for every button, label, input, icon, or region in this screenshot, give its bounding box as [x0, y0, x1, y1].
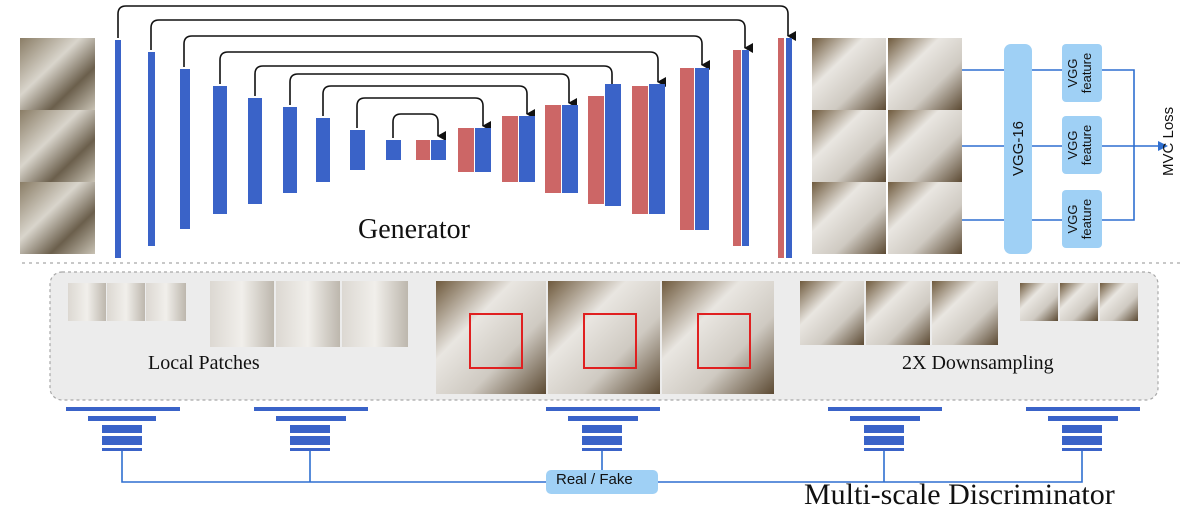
output-image	[888, 182, 962, 254]
skip-arrow	[183, 35, 710, 70]
skip-feature	[733, 50, 741, 246]
patch-image	[210, 281, 274, 347]
input-image	[20, 38, 95, 110]
downsampled-image	[1020, 283, 1058, 321]
skip-feature	[680, 68, 694, 230]
downsampled-image	[866, 281, 930, 345]
skip-arrow	[254, 65, 620, 99]
decoder-layer	[649, 84, 665, 214]
downsampled-image	[932, 281, 998, 345]
full-resolution-images	[436, 281, 774, 394]
downsampled-image	[1060, 283, 1098, 321]
output-image	[812, 38, 886, 110]
skip-feature	[502, 116, 518, 182]
skip-feature	[458, 128, 474, 172]
vgg-feature-box	[1062, 190, 1102, 248]
patch-image	[68, 283, 106, 321]
skip-arrow	[150, 19, 753, 53]
encoder-layer	[148, 52, 155, 246]
generator-label: Generator	[358, 214, 470, 245]
discriminator	[1026, 407, 1140, 451]
input-image	[20, 182, 95, 254]
patch-image	[146, 283, 186, 321]
encoder-layer	[180, 69, 190, 229]
decoder-layer	[695, 68, 709, 230]
patch-crop-box	[697, 313, 751, 369]
skip-arrow	[356, 97, 491, 131]
patch-crop-box	[469, 313, 523, 369]
full-image	[662, 281, 774, 394]
output-image	[888, 110, 962, 182]
downsampled-image	[1100, 283, 1138, 321]
vgg-feature-box	[1062, 44, 1102, 102]
skip-feature	[588, 96, 604, 204]
encoder-layer	[316, 118, 330, 182]
output-images	[812, 38, 962, 254]
decoder-layer	[562, 105, 578, 193]
patch-image	[276, 281, 340, 347]
output-image	[812, 182, 886, 254]
vgg-feature-label: VGG feature	[1065, 198, 1094, 240]
decoder-layer	[786, 38, 792, 258]
vgg-connections	[962, 69, 1168, 221]
skip-arrow	[392, 113, 446, 141]
input-image	[20, 110, 95, 182]
multi-scale-discriminator-label: Multi-scale Discriminator	[804, 478, 1115, 511]
vgg16-block	[1004, 44, 1032, 254]
encoder-layer	[248, 98, 262, 204]
vgg-feature-label: VGG feature	[1065, 124, 1094, 166]
discriminator	[66, 407, 180, 451]
skip-arrow	[219, 51, 666, 87]
encoder-layer	[350, 130, 365, 170]
encoder-layer	[115, 40, 121, 258]
discriminator	[546, 407, 660, 451]
downsampling-label: 2X Downsampling	[902, 352, 1054, 374]
skip-feature	[778, 38, 784, 258]
output-image	[888, 38, 962, 110]
mvc-loss-label: MVC Loss	[1160, 106, 1177, 176]
encoder-layer	[213, 86, 227, 214]
full-image	[548, 281, 660, 394]
decoder-layer	[475, 128, 491, 172]
vgg-feature-box	[1062, 116, 1102, 174]
skip-arrow	[117, 5, 796, 41]
input-images	[20, 38, 95, 254]
skip-connections	[117, 5, 796, 141]
discriminator	[254, 407, 368, 451]
decoder-layer	[605, 84, 621, 206]
local-patch-images	[68, 281, 408, 347]
local-patches-label: Local Patches	[148, 352, 260, 374]
real-fake-box	[546, 470, 658, 494]
full-image	[436, 281, 546, 394]
vgg-feature-label: VGG feature	[1065, 52, 1094, 94]
patch-image	[107, 283, 145, 321]
downsampled-image	[800, 281, 864, 345]
vgg16-label: VGG-16	[1010, 120, 1027, 176]
skip-feature	[545, 105, 561, 193]
decoder-layer	[431, 140, 446, 160]
generator-layers	[115, 38, 792, 258]
discriminator	[828, 407, 942, 451]
skip-arrow	[322, 85, 535, 119]
decoder-layer	[742, 50, 749, 246]
skip-feature	[632, 86, 648, 214]
decoder-layer	[519, 116, 535, 182]
discriminator-stacks	[66, 407, 1140, 451]
patch-crop-box	[583, 313, 637, 369]
downsampled-images	[800, 281, 1138, 345]
skip-arrow	[289, 73, 577, 108]
encoder-layer	[386, 140, 401, 160]
patch-image	[342, 281, 408, 347]
output-image	[812, 110, 886, 182]
encoder-layer	[283, 107, 297, 193]
real-fake-label: Real / Fake	[556, 471, 633, 488]
skip-feature	[416, 140, 430, 160]
